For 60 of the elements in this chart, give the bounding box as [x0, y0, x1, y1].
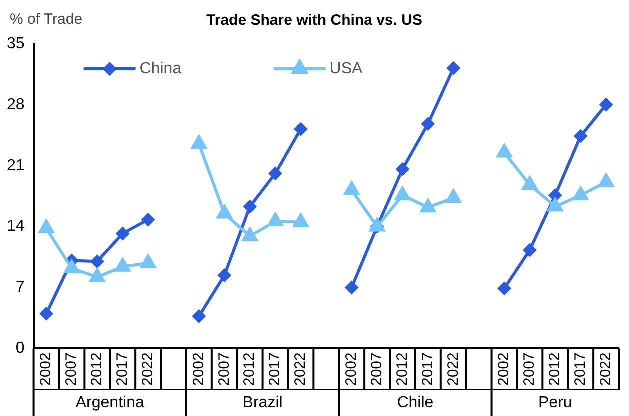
- x-tick-label: 2022: [597, 352, 614, 386]
- point: [88, 267, 106, 282]
- x-tick-label: 2002: [190, 352, 208, 386]
- x-tick-label: 2007: [521, 352, 538, 386]
- y-tick-label: 0: [16, 340, 25, 358]
- point: [343, 180, 361, 196]
- x-tick-label: 2017: [419, 352, 436, 386]
- text: Peru: [538, 394, 572, 412]
- x-tick-label: 2007: [216, 352, 233, 386]
- x-tick-label: 2022: [292, 352, 310, 386]
- y-tick-label: 28: [7, 96, 25, 114]
- x-tick-label: 2007: [63, 352, 80, 386]
- point: [241, 226, 259, 242]
- text: Chile: [397, 394, 434, 412]
- point: [446, 61, 461, 76]
- legend-label: China: [140, 60, 182, 78]
- chart-title: Trade Share with China vs. US: [206, 12, 422, 30]
- point: [572, 185, 590, 200]
- legend-label: USA: [330, 60, 364, 78]
- x-tick-label: 2012: [394, 352, 411, 386]
- point: [574, 129, 588, 144]
- x-tick-label: 2002: [496, 352, 513, 386]
- point: [421, 117, 436, 132]
- point: [546, 196, 564, 212]
- y-tick-label: 14: [7, 218, 25, 236]
- point: [598, 172, 615, 188]
- text: Argentina: [76, 394, 144, 412]
- point: [190, 134, 208, 150]
- point: [444, 188, 462, 204]
- x-tick-label: 2012: [88, 352, 106, 386]
- x-tick-label: 2022: [139, 352, 156, 386]
- point: [63, 258, 81, 274]
- point: [38, 218, 56, 234]
- x-tick-label: 2017: [266, 352, 284, 386]
- y-axis-title: % of Trade: [10, 11, 83, 28]
- x-tick-label: 2012: [546, 352, 564, 386]
- y-tick-label: 7: [16, 279, 25, 296]
- point: [114, 256, 132, 272]
- x-tick-label: 2017: [572, 352, 589, 386]
- point: [294, 122, 308, 136]
- point: [216, 204, 234, 219]
- point: [368, 216, 386, 232]
- point: [496, 142, 514, 158]
- point: [396, 162, 410, 176]
- text: Brazil: [242, 394, 283, 412]
- point: [420, 198, 437, 213]
- point: [140, 253, 157, 268]
- y-tick-label: 21: [7, 157, 25, 174]
- x-tick-label: 2022: [444, 352, 462, 386]
- x-tick-label: 2002: [38, 352, 55, 386]
- y-tick-label: 35: [7, 35, 25, 52]
- point: [599, 98, 614, 112]
- x-tick-label: 2007: [368, 352, 386, 386]
- point: [394, 185, 412, 200]
- x-tick-label: 2012: [241, 352, 258, 386]
- point: [292, 212, 310, 228]
- point: [521, 175, 539, 190]
- x-tick-label: 2002: [342, 352, 360, 386]
- x-tick-label: 2017: [114, 352, 131, 386]
- point: [266, 212, 284, 227]
